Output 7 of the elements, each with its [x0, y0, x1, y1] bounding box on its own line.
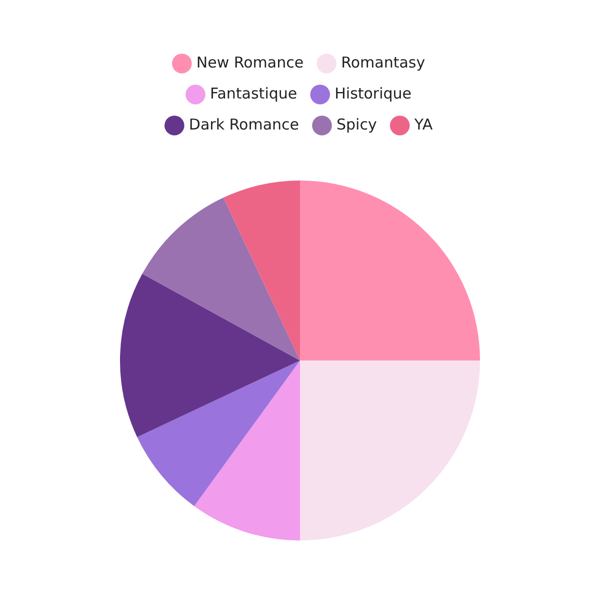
legend-label: Fantastique: [210, 84, 298, 102]
legend-label: YA: [413, 115, 434, 134]
legend-label: Spicy: [336, 115, 377, 134]
legend-label: Dark Romance: [188, 115, 299, 134]
legend-label: Romantasy: [341, 53, 426, 72]
legend-label: New Romance: [196, 53, 304, 72]
legend-label: Historique: [334, 84, 412, 102]
